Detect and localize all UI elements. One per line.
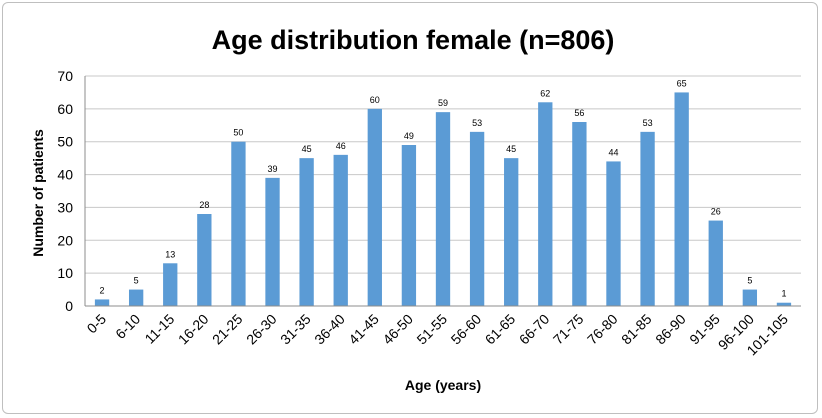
- x-tick-label: 71-75: [550, 311, 587, 348]
- data-label: 45: [506, 144, 516, 154]
- data-label: 1: [781, 289, 786, 299]
- bar: [776, 302, 792, 306]
- y-tick-label: 30: [57, 199, 73, 215]
- chart-frame: Age distribution female (n=806) 0 10 20 30 4…: [2, 2, 818, 414]
- data-label: 53: [643, 118, 653, 128]
- x-tick-label: 0-5: [84, 311, 110, 337]
- data-label: 26: [711, 207, 721, 217]
- bars: [94, 92, 792, 307]
- x-tick-label: 26-30: [243, 311, 280, 348]
- data-label: 62: [540, 88, 550, 98]
- data-label: 45: [302, 144, 312, 154]
- x-tick-label: 6-10: [112, 311, 143, 342]
- x-tick-label: 21-25: [209, 311, 246, 348]
- bar: [674, 92, 689, 306]
- data-label: 56: [574, 108, 584, 118]
- bar: [572, 122, 587, 306]
- y-tick-label: 10: [57, 265, 73, 281]
- x-tick-label: 66-70: [516, 311, 553, 348]
- x-tick-label: 81-85: [618, 311, 655, 348]
- x-tick-label: 46-50: [379, 311, 416, 348]
- bar: [128, 289, 144, 306]
- bar: [333, 154, 348, 306]
- data-label: 39: [268, 164, 278, 174]
- bar: [401, 145, 417, 306]
- data-label: 53: [472, 118, 482, 128]
- data-label: 5: [747, 276, 752, 286]
- data-label: 5: [134, 276, 139, 286]
- bar: [708, 220, 723, 306]
- y-tick-label: 20: [57, 232, 73, 248]
- bar: [367, 108, 382, 306]
- bar: [231, 141, 246, 306]
- data-labels: 2 5 13 28 50 39 45 46 60 49 59 53 45 62 56 44 53 65 26 5 1: [100, 78, 787, 298]
- y-axis-label: Number of patients: [30, 129, 46, 257]
- data-label: 46: [336, 141, 346, 151]
- bar: [435, 112, 451, 307]
- bar: [94, 299, 110, 306]
- bar: [606, 161, 621, 306]
- x-tick-label: 16-20: [175, 311, 212, 348]
- chart-title: Age distribution female (n=806): [212, 25, 615, 55]
- data-label: 50: [233, 128, 243, 138]
- data-label: 44: [608, 147, 618, 157]
- x-tick-label: 31-35: [277, 311, 314, 348]
- data-label: 59: [438, 98, 448, 108]
- y-tick-label: 60: [57, 101, 73, 117]
- x-tick-label: 51-55: [413, 311, 450, 348]
- data-label: 65: [677, 78, 687, 88]
- bar: [299, 158, 314, 306]
- x-tick-label: 86-90: [652, 311, 689, 348]
- bar-chart: Age distribution female (n=806) 0 10 20 30 4…: [30, 25, 801, 393]
- x-tick-label: 61-65: [482, 311, 519, 348]
- x-tick-label: 41-45: [345, 311, 382, 348]
- bar: [197, 214, 212, 306]
- data-label: 2: [100, 285, 105, 295]
- x-tick-label: 56-60: [448, 311, 485, 348]
- x-tick-label: 36-40: [311, 311, 348, 348]
- x-tick-label: 76-80: [584, 311, 621, 348]
- y-tick-label: 50: [57, 134, 73, 150]
- x-axis-ticks: 0-5 6-1011-1516-2021-2526-3031-3536-4041-…: [84, 311, 792, 359]
- bar: [742, 289, 758, 306]
- x-axis-label: Age (years): [405, 377, 481, 393]
- y-tick-label: 40: [57, 167, 73, 183]
- bar: [504, 158, 519, 306]
- bar: [265, 177, 280, 306]
- bar: [640, 131, 655, 306]
- data-label: 13: [165, 249, 175, 259]
- y-tick-label: 0: [65, 298, 73, 314]
- bar: [163, 263, 178, 306]
- data-label: 60: [370, 95, 380, 105]
- bar: [538, 102, 553, 307]
- y-axis-ticks: 0 10 20 30 40 50 60 70: [57, 68, 73, 314]
- x-tick-label: 11-15: [141, 311, 177, 347]
- data-label: 28: [199, 200, 209, 210]
- y-tick-label: 70: [57, 68, 73, 84]
- data-label: 49: [404, 131, 414, 141]
- bar: [469, 131, 485, 306]
